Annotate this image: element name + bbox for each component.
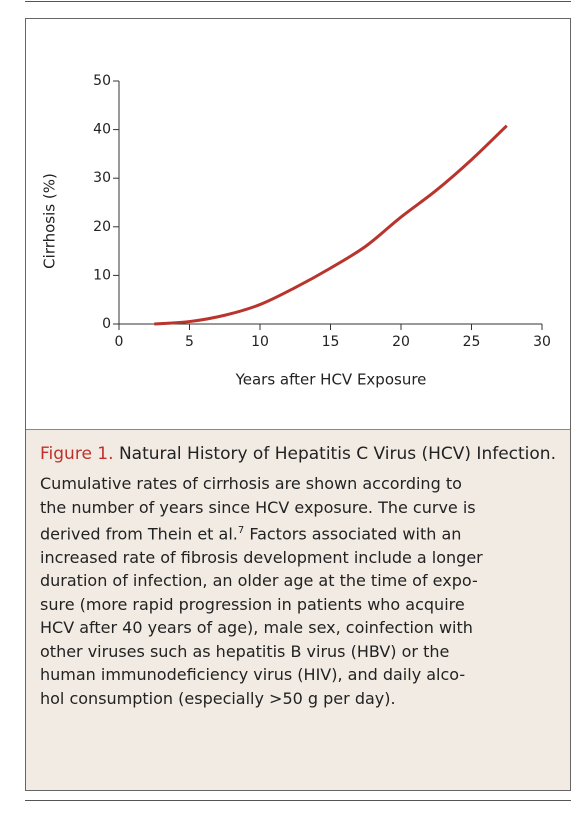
x-tick-label: 25	[463, 334, 481, 350]
x-tick-label: 0	[115, 334, 124, 350]
caption-title-block: Figure 1. Natural History of Hepatitis C…	[40, 442, 560, 467]
caption-line: human immunodeficiency virus (HIV), and …	[40, 665, 466, 685]
caption-line: HCV after 40 years of age), male sex, co…	[40, 618, 473, 638]
bottom-rule	[25, 800, 571, 801]
y-axis-label: Cirrhosis (%)	[41, 173, 59, 269]
y-tick-label: 50	[93, 73, 111, 89]
caption-line: derived from Thein et al.7 Factors assoc…	[40, 519, 560, 546]
y-tick-label: 30	[93, 170, 111, 186]
x-tick-label: 30	[533, 334, 551, 350]
caption-line: sure (more rapid progression in patients…	[40, 594, 465, 614]
caption-line: other viruses such as hepatitis B virus …	[40, 641, 450, 661]
x-tick-label: 10	[251, 334, 269, 350]
x-tick-label: 15	[322, 334, 340, 350]
top-rule	[25, 1, 571, 2]
caption-text: Factors associated with an	[249, 524, 462, 544]
caption-body: Cumulative rates of cirrhosis are shown …	[40, 472, 560, 710]
y-tick-label: 0	[102, 316, 111, 332]
caption: Figure 1. Natural History of Hepatitis C…	[26, 429, 570, 790]
x-tick-label: 20	[392, 334, 410, 350]
caption-title: Natural History of Hepatitis C Virus (HC…	[118, 444, 556, 464]
caption-line: duration of infection, an older age at t…	[40, 571, 478, 591]
caption-line: Cumulative rates of cirrhosis are shown …	[40, 474, 462, 493]
y-tick-label: 10	[93, 267, 111, 283]
y-tick-label: 20	[93, 219, 111, 235]
citation: 7	[237, 525, 245, 536]
chart: Years after HCV Exposure Cirrhosis (%) 0…	[41, 73, 551, 389]
caption-line: increased rate of fibrosis development i…	[40, 547, 483, 567]
x-axis-label: Years after HCV Exposure	[235, 371, 427, 389]
y-tick-label: 40	[93, 122, 111, 138]
line-series	[154, 124, 508, 326]
x-tick-label: 5	[185, 334, 194, 350]
caption-line: hol consumption (especially >50 g per da…	[40, 688, 396, 708]
figure: Years after HCV Exposure Cirrhosis (%) 0…	[25, 18, 571, 791]
caption-line: the number of years since HCV exposure. …	[40, 497, 476, 517]
caption-text: derived from Thein et al.	[40, 524, 238, 544]
figure-label: Figure 1.	[40, 444, 114, 464]
